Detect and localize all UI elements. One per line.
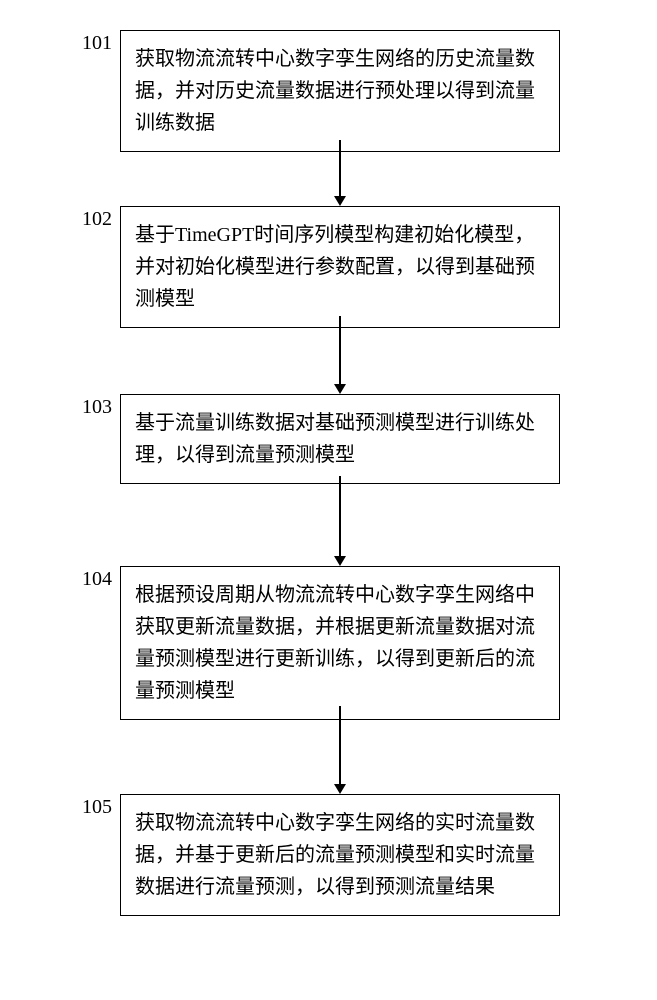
- flowchart-container: 101 获取物流流转中心数字孪生网络的历史流量数据，并对历史流量数据进行预处理以…: [0, 0, 657, 1000]
- step-103: 103 基于流量训练数据对基础预测模型进行训练处理，以得到流量预测模型: [72, 394, 560, 484]
- step-label-102: 102: [72, 208, 112, 231]
- step-box-104: 根据预设周期从物流流转中心数字孪生网络中获取更新流量数据，并根据更新流量数据对流…: [120, 566, 560, 720]
- step-104: 104 根据预设周期从物流流转中心数字孪生网络中获取更新流量数据，并根据更新流量…: [72, 566, 560, 720]
- step-label-104: 104: [72, 568, 112, 591]
- arrow-103-104: [334, 476, 346, 566]
- step-box-105: 获取物流流转中心数字孪生网络的实时流量数据，并基于更新后的流量预测模型和实时流量…: [120, 794, 560, 916]
- step-label-105: 105: [72, 796, 112, 819]
- step-105: 105 获取物流流转中心数字孪生网络的实时流量数据，并基于更新后的流量预测模型和…: [72, 794, 560, 916]
- arrow-104-105: [334, 706, 346, 794]
- arrow-101-102: [334, 140, 346, 206]
- step-label-103: 103: [72, 396, 112, 419]
- step-box-103: 基于流量训练数据对基础预测模型进行训练处理，以得到流量预测模型: [120, 394, 560, 484]
- step-box-101: 获取物流流转中心数字孪生网络的历史流量数据，并对历史流量数据进行预处理以得到流量…: [120, 30, 560, 152]
- arrow-102-103: [334, 316, 346, 394]
- step-label-101: 101: [72, 32, 112, 55]
- step-102: 102 基于TimeGPT时间序列模型构建初始化模型，并对初始化模型进行参数配置…: [72, 206, 560, 328]
- step-101: 101 获取物流流转中心数字孪生网络的历史流量数据，并对历史流量数据进行预处理以…: [72, 30, 560, 152]
- step-box-102: 基于TimeGPT时间序列模型构建初始化模型，并对初始化模型进行参数配置，以得到…: [120, 206, 560, 328]
